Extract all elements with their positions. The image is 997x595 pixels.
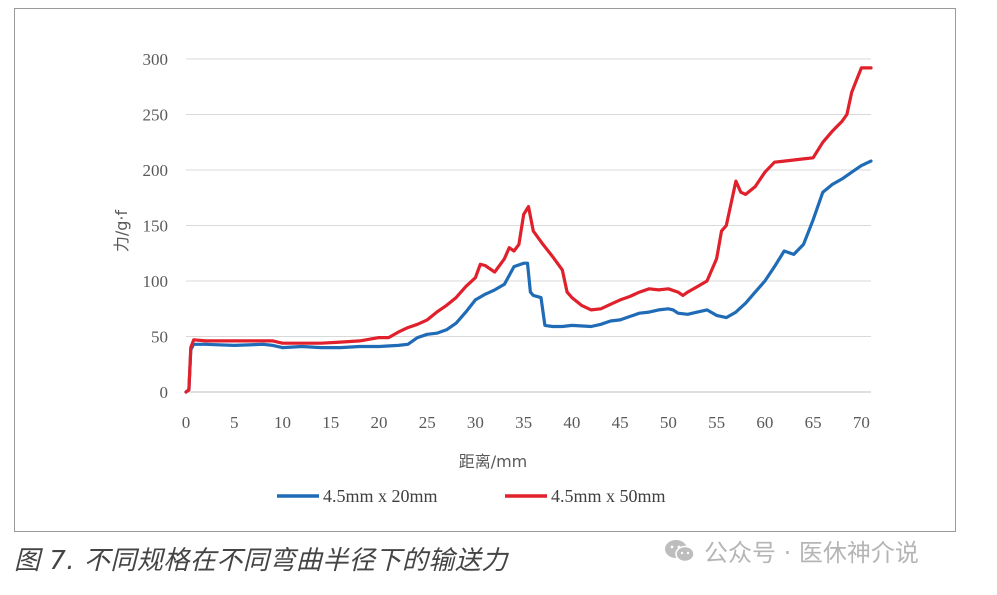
series-lines	[184, 66, 873, 394]
x-tick-label: 60	[756, 413, 773, 432]
x-tick-label: 25	[419, 413, 436, 432]
y-tick-label: 100	[143, 272, 169, 291]
figure-frame: 0 50 100 150 200 250 300 0 5 10 15 20 25 30 35 40 45 50 5…	[14, 8, 956, 532]
x-axis-label: 距离/mm	[459, 452, 528, 471]
wechat-icon	[665, 539, 695, 562]
legend: 4.5mm x 20mm 4.5mm x 50mm	[277, 486, 666, 506]
x-tick-label: 40	[563, 413, 580, 432]
x-tick-label: 50	[660, 413, 677, 432]
x-tick-label: 5	[230, 413, 239, 432]
x-tick-label: 45	[612, 413, 629, 432]
x-tick-labels: 0 5 10 15 20 25 30 35 40 45 50 55 60 65 70	[182, 413, 870, 432]
figure-caption: 图 7. 不同规格在不同弯曲半径下的输送力	[14, 546, 508, 576]
y-tick-label: 50	[151, 328, 168, 347]
x-tick-label: 10	[274, 413, 291, 432]
legend-label: 4.5mm x 50mm	[551, 486, 666, 506]
watermark: 公众号 · 医休神介说	[664, 533, 919, 568]
force-distance-chart: 0 50 100 150 200 250 300 0 5 10 15 20 25 30 35 40 45 50 5…	[112, 50, 873, 506]
x-tick-label: 55	[708, 413, 725, 432]
y-tick-label: 0	[160, 383, 169, 402]
x-tick-label: 35	[515, 413, 532, 432]
x-tick-label: 20	[370, 413, 387, 432]
x-tick-label: 15	[322, 413, 339, 432]
y-tick-label: 300	[143, 50, 169, 69]
series-line-1	[184, 159, 873, 394]
x-tick-label: 30	[467, 413, 484, 432]
watermark-text: 公众号 · 医休神介说	[704, 539, 919, 567]
x-tick-label: 0	[182, 413, 191, 432]
x-tick-label: 65	[805, 413, 822, 432]
y-tick-label: 250	[143, 106, 169, 125]
legend-label: 4.5mm x 20mm	[323, 486, 438, 506]
y-tick-label: 150	[143, 217, 169, 236]
y-tick-labels: 0 50 100 150 200 250 300	[143, 50, 169, 402]
y-axis-label: 力/g·f	[112, 210, 131, 253]
y-tick-label: 200	[143, 161, 169, 180]
series-line-2	[184, 66, 873, 394]
x-tick-label: 70	[853, 413, 870, 432]
